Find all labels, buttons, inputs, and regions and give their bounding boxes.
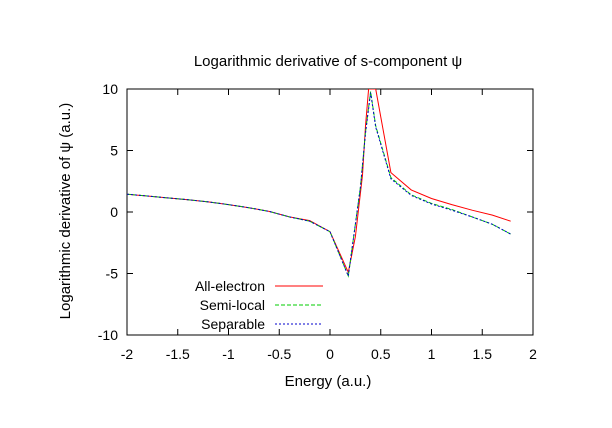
y-axis-label: Logarithmic derivative of ψ (a.u.) xyxy=(57,103,74,320)
plot-frame xyxy=(126,88,534,336)
x-tick-label: 0.5 xyxy=(371,346,391,362)
y-axis: -10 -5 0 5 10 xyxy=(98,81,533,343)
y-tick-label: 5 xyxy=(110,143,118,159)
series-line-all-electron xyxy=(127,89,511,274)
legend: All-electron Semi-local Separable xyxy=(195,278,323,332)
x-tick-label: -2 xyxy=(121,346,134,362)
x-axis-label: Energy (a.u.) xyxy=(285,373,372,390)
series-line-semi-local xyxy=(127,91,511,278)
x-tick-label: 0 xyxy=(326,346,334,362)
x-tick-label: 2 xyxy=(529,346,537,362)
x-tick-label: -1.5 xyxy=(166,346,190,362)
y-tick-label: 0 xyxy=(110,204,118,220)
legend-label: Semi-local xyxy=(200,297,265,313)
y-tick-label: 10 xyxy=(102,81,118,97)
series-layer xyxy=(127,89,511,278)
y-tick-label: -10 xyxy=(98,327,118,343)
x-axis: -2 -1.5 -1 -0.5 0 0.5 1 1.5 2 xyxy=(121,89,537,362)
series-line-separable xyxy=(127,92,511,278)
legend-label: Separable xyxy=(201,316,265,332)
x-tick-label: -0.5 xyxy=(267,346,291,362)
chart-title: Logarithmic derivative of s-component ψ xyxy=(194,53,462,70)
legend-label: All-electron xyxy=(195,278,265,294)
x-tick-label: 1 xyxy=(428,346,436,362)
x-tick-label: -1 xyxy=(222,346,235,362)
y-tick-label: -5 xyxy=(106,266,119,282)
x-tick-label: 1.5 xyxy=(473,346,493,362)
plot-area xyxy=(126,88,534,336)
